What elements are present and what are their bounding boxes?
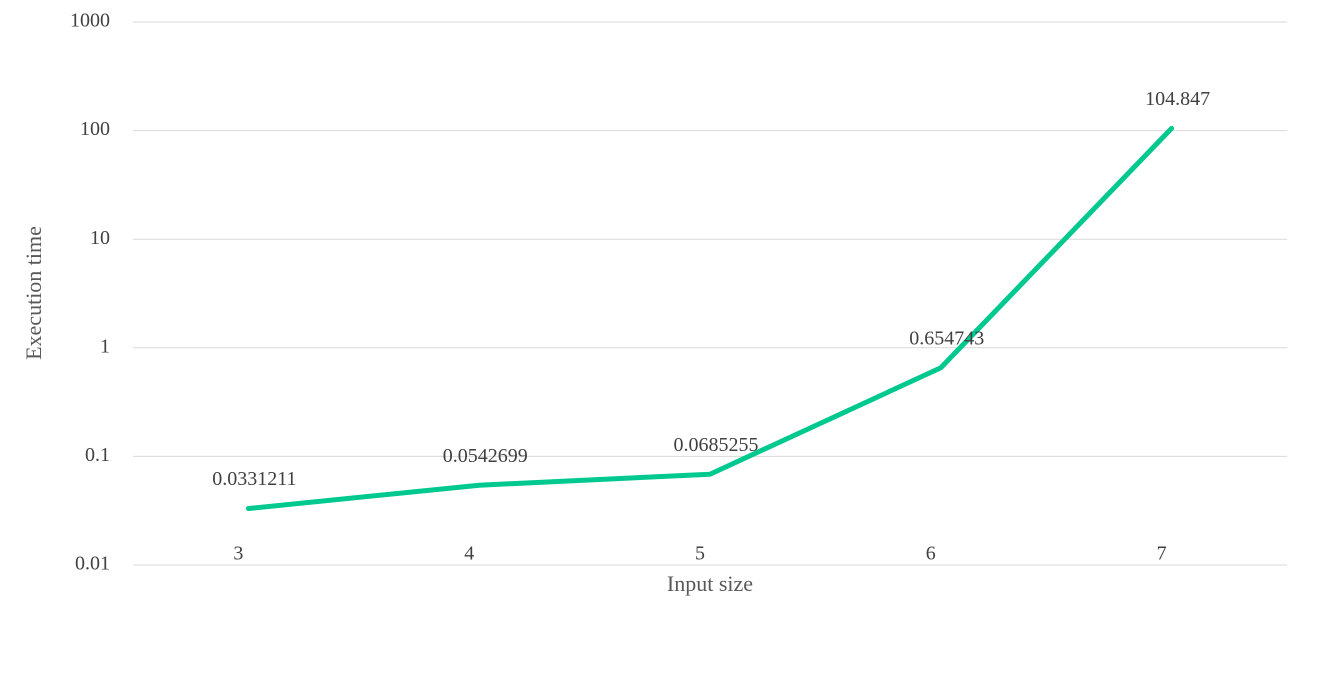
x-tick-label: 3	[233, 543, 243, 565]
x-axis-title: Input size	[667, 571, 753, 596]
x-tick-label: 6	[926, 543, 936, 565]
data-label: 0.0685255	[674, 434, 759, 456]
x-tick-label: 7	[1157, 543, 1167, 565]
y-axis-title: Execution time	[21, 226, 46, 360]
x-tick-label: 5	[695, 543, 705, 565]
y-tick-label: 100	[80, 118, 110, 140]
line	[245, 125, 1175, 512]
data-label: 0.0331211	[212, 468, 296, 490]
y-tick-label: 10	[90, 227, 110, 249]
y-tick-label: 0.1	[85, 444, 110, 466]
data-label: 0.654743	[909, 327, 984, 349]
data-label: 0.0542699	[443, 445, 528, 467]
y-tick-label: 1	[100, 335, 110, 357]
data-label: 104.847	[1145, 88, 1210, 110]
y-tick-label: 0.01	[75, 553, 110, 575]
y-tick-label: 1000	[70, 10, 110, 32]
x-tick-label: 4	[464, 543, 474, 565]
